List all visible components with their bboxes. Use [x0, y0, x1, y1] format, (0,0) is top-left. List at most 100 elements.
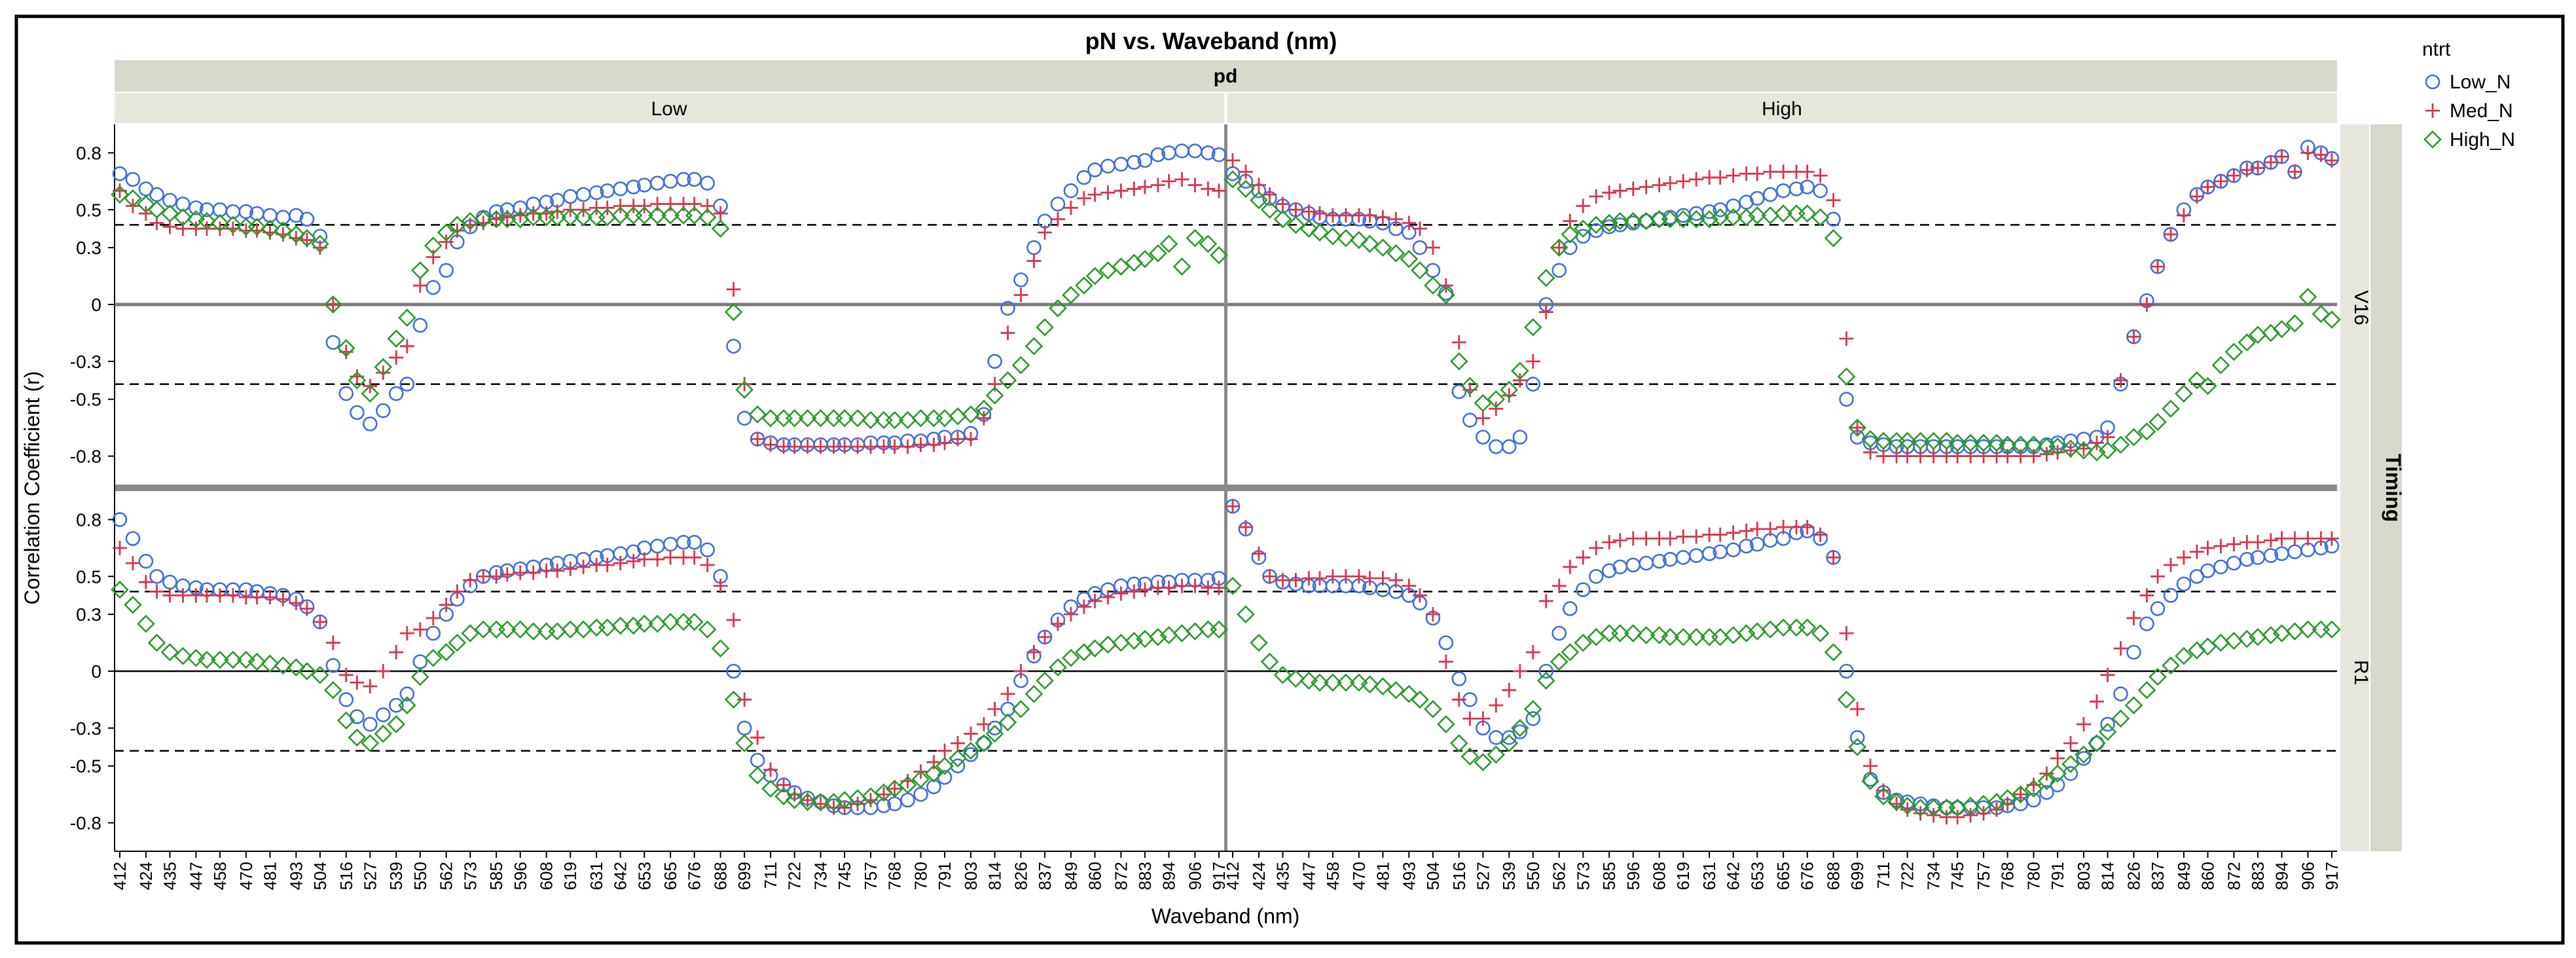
data-point: [1487, 745, 1506, 764]
data-point: [1161, 174, 1176, 189]
data-point: [935, 756, 954, 775]
x-tick-label: 894: [2272, 862, 2292, 890]
x-tick-label: 653: [634, 862, 654, 890]
data-point: [2149, 667, 2167, 686]
data-point: [2061, 439, 2080, 458]
data-point: [1050, 212, 1065, 227]
data-point: [160, 204, 179, 223]
data-point: [1839, 331, 1854, 346]
data-point: [1839, 392, 1854, 407]
data-point: [937, 435, 952, 451]
data-point: [1050, 616, 1065, 631]
data-point: [2163, 227, 2178, 242]
data-point: [2063, 736, 2078, 750]
y-axis-title: Correlation Coefficient (r): [20, 371, 44, 605]
data-point: [2213, 174, 2228, 189]
data-point: [800, 439, 815, 454]
data-point: [2263, 548, 2279, 563]
x-tick-label: 596: [1624, 862, 1643, 890]
x-tick-label: 504: [1423, 862, 1443, 890]
data-point: [498, 210, 517, 229]
data-point: [2250, 535, 2265, 550]
x-tick-label: 906: [1185, 862, 1205, 890]
data-point: [2300, 531, 2315, 546]
data-point: [748, 766, 767, 785]
data-point: [1188, 177, 1203, 193]
data-point: [211, 213, 229, 232]
data-point: [2024, 779, 2043, 798]
data-point: [2063, 766, 2078, 781]
data-point: [1724, 208, 1743, 227]
data-point: [387, 329, 406, 348]
data-point: [1538, 304, 1553, 320]
data-point: [724, 690, 743, 709]
data-point: [611, 616, 630, 635]
data-point: [111, 185, 129, 204]
data-point: [1127, 155, 1142, 170]
data-point: [2139, 297, 2154, 312]
data-point: [900, 439, 915, 454]
x-tick-label: 481: [1373, 862, 1392, 890]
data-point: [1174, 578, 1189, 593]
data-point: [1987, 433, 2006, 452]
data-point: [735, 734, 754, 752]
data-point: [410, 261, 429, 280]
data-point: [212, 221, 227, 236]
data-point: [963, 726, 978, 741]
data-point: [1137, 179, 1152, 194]
data-point: [1813, 183, 1828, 198]
series-high-n: [1224, 576, 2341, 817]
data-point: [1212, 580, 1226, 595]
data-point: [1861, 772, 1879, 790]
x-tick-label: 562: [437, 862, 456, 890]
data-point: [2011, 785, 2030, 803]
data-point: [1489, 698, 1504, 713]
data-point: [526, 565, 541, 580]
data-point: [1737, 208, 1756, 227]
timing-group-title: Timing: [2382, 454, 2405, 522]
data-point: [1087, 162, 1102, 177]
data-point: [1127, 584, 1142, 599]
panel-high-v16: [1224, 139, 2341, 464]
data-point: [998, 713, 1017, 731]
x-tick-label: 447: [1299, 862, 1318, 890]
x-tick-label: 803: [2074, 862, 2094, 890]
data-point: [2075, 745, 2093, 764]
data-point: [1301, 204, 1316, 219]
data-point: [987, 354, 1002, 369]
data-point: [1674, 628, 1693, 646]
data-point: [1536, 671, 1555, 690]
data-point: [685, 612, 704, 631]
data-point: [299, 212, 315, 227]
data-point: [1387, 681, 1406, 699]
data-point: [1299, 671, 1318, 690]
data-point: [1100, 590, 1116, 605]
data-point: [325, 658, 341, 673]
data-point: [338, 667, 354, 682]
data-point: [1288, 573, 1303, 588]
data-point: [1624, 624, 1642, 642]
x-tick-label: 608: [537, 862, 556, 890]
data-point: [476, 569, 491, 584]
data-point: [1913, 806, 1928, 821]
x-tick-label: 768: [885, 862, 905, 890]
y-tick-label: 0.8: [76, 143, 101, 163]
data-point: [1262, 569, 1277, 584]
data-point: [726, 339, 741, 354]
data-point: [374, 724, 393, 743]
data-point: [1076, 599, 1091, 614]
data-point: [2240, 551, 2255, 567]
data-point: [1186, 229, 1205, 248]
data-point: [1350, 673, 1368, 692]
data-point: [887, 781, 902, 796]
data-point: [1824, 229, 1843, 248]
data-point: [1612, 183, 1627, 198]
panel-low-v16: [111, 143, 1228, 454]
data-point: [1150, 177, 1165, 193]
data-point: [1350, 230, 1368, 249]
data-point: [2075, 441, 2093, 460]
data-point: [2240, 162, 2255, 177]
data-point: [898, 775, 917, 794]
data-point: [2111, 709, 2130, 728]
